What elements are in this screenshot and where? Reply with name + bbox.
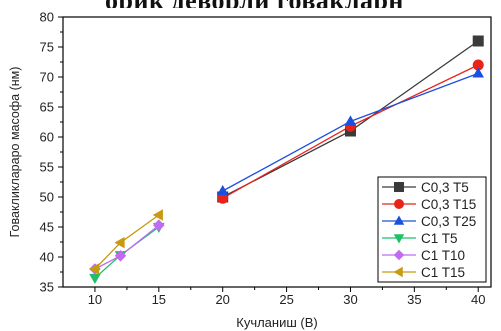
data-point-s3-p1 — [216, 184, 229, 196]
legend: C0,3 T5 C0,3 T15 C0,3 T25 C1 T5 C1 T10 C1 T15 — [377, 176, 487, 283]
y-tick-label-8: 70 — [40, 70, 54, 85]
y-tick-label-10: 80 — [40, 10, 54, 25]
axes: 10 15 20 25 30 35 40 35 40 45 50 55 60 65 70 75 80 Кучлан… — [8, 10, 492, 330]
data-point-s4-p1 — [89, 273, 101, 285]
plot-area — [88, 35, 484, 285]
y-tick-label-7: 65 — [40, 100, 54, 115]
x-tick-label-6: 35 — [407, 292, 421, 307]
data-point-s3-p3 — [472, 67, 484, 78]
data-point-s2-p3 — [472, 59, 484, 71]
y-tick-label-1: 35 — [40, 280, 54, 295]
legend-marker-3 — [393, 215, 405, 225]
y-tick-label-5: 55 — [40, 160, 54, 175]
data-point-s5-p2 — [114, 250, 127, 262]
legend-label-1: C0,3 T5 — [421, 180, 469, 195]
data-point-s1-p3 — [472, 35, 484, 47]
x-tick-label-3: 20 — [215, 292, 229, 307]
legend-marker-5 — [393, 249, 405, 261]
x-tick-label-4: 25 — [279, 292, 293, 307]
series-line-5 — [94, 224, 160, 270]
y-tick-label-3: 45 — [40, 220, 54, 235]
x-tick-label-7: 40 — [471, 292, 485, 307]
data-point-s6-p3 — [152, 209, 163, 221]
series-line-4 — [94, 226, 160, 279]
legend-marker-6 — [393, 266, 403, 278]
y-tick-label-9: 75 — [40, 40, 54, 55]
legend-marker-4 — [393, 234, 405, 244]
x-axis-label: Кучланиш (В) — [236, 315, 317, 330]
y-tick-label-2: 40 — [40, 250, 54, 265]
y-tick-label-4: 50 — [40, 190, 54, 205]
data-point-s6-p2 — [114, 236, 125, 249]
x-tick-label-2: 15 — [152, 292, 166, 307]
data-point-s2-p1 — [217, 192, 229, 204]
legend-label-3: C0,3 T25 — [421, 214, 476, 229]
data-point-s5-p3 — [153, 219, 165, 231]
y-axis-label: Говакликлараро масофа (нм) — [8, 67, 22, 238]
x-tick-label-1: 10 — [88, 292, 102, 307]
data-point-s6-p1 — [88, 263, 100, 275]
x-tick-label-5: 30 — [343, 292, 357, 307]
y-tick-label-6: 60 — [40, 130, 54, 145]
legend-label-6: C1 T15 — [421, 265, 465, 280]
legend-marker-2 — [394, 199, 404, 209]
legend-label-5: C1 T10 — [421, 248, 465, 263]
legend-box — [377, 176, 487, 283]
legend-label-2: C0,3 T15 — [421, 197, 476, 212]
cropped-heading-fragment: ориқ деворли говакларнинг — [105, 0, 405, 8]
legend-marker-1 — [394, 182, 404, 192]
series-line-6 — [94, 214, 160, 270]
legend-label-4: C1 T5 — [421, 231, 458, 246]
data-point-s3-p2 — [344, 115, 357, 126]
